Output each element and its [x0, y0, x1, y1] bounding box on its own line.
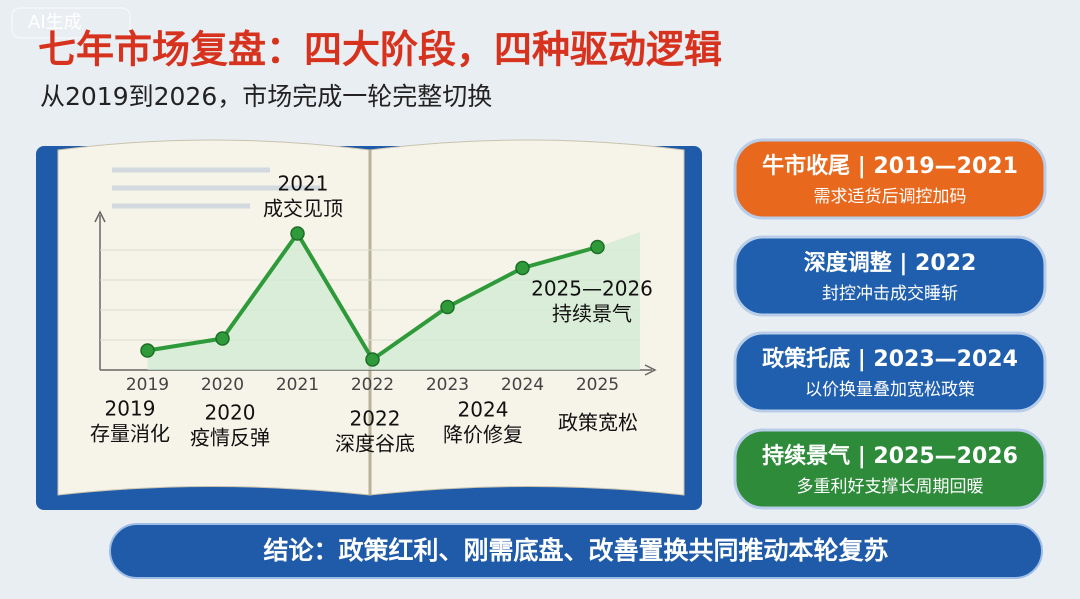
annotation: 2022 — [350, 407, 401, 431]
point — [215, 331, 230, 346]
annotation: 深度谷底 — [335, 432, 415, 456]
point — [140, 343, 155, 358]
annotation: 存量消化 — [90, 422, 170, 446]
annotation: 2024 — [458, 398, 509, 422]
phase-title: 政策托底 | 2023—2024 — [762, 346, 1018, 372]
x-tick-label: 2021 — [276, 375, 319, 395]
phase-box — [733, 331, 1047, 413]
phase-title: 牛市收尾 | 2019—2021 — [762, 153, 1018, 179]
watermark-box — [11, 7, 131, 39]
phase-title: 深度调整 | 2022 — [804, 250, 977, 276]
annotation: 降价修复 — [443, 423, 523, 447]
point — [515, 260, 530, 276]
phase-box — [733, 235, 1047, 317]
annotation: 2020 — [205, 401, 256, 425]
phase-box — [733, 428, 1047, 510]
phase-text: 以价换量叠加宽松政策 — [805, 380, 975, 400]
annotation: 政策宽松 — [558, 411, 638, 435]
y-axis-arrow — [94, 210, 106, 223]
phase-title: 持续景气 | 2025—2026 — [762, 443, 1018, 469]
x-tick-label: 2023 — [426, 375, 469, 395]
phase-text: 多重利好支撑长周期回暖 — [797, 477, 984, 497]
watermark: AI生成 — [28, 12, 82, 33]
point — [365, 352, 380, 367]
phase-box — [733, 138, 1047, 220]
subtitle: 从2019到2026，市场完成一轮完整切换 — [40, 82, 492, 111]
area — [147, 232, 640, 370]
x-tick-label: 2020 — [201, 375, 244, 395]
annotation: 2021 — [278, 172, 329, 196]
annotation: 成交见顶 — [263, 197, 343, 221]
page-decoration — [112, 167, 320, 209]
annotation: 2019 — [105, 397, 156, 421]
conclusion: 结论：政策红利、刚需底盘、改善置换共同推动本轮复苏 — [263, 536, 888, 565]
x-tick-label: 2022 — [351, 375, 394, 395]
x-tick-label: 2025 — [576, 375, 619, 395]
phase-text: 需求适货后调控加码 — [814, 187, 967, 207]
chart: 2019 2020 2021 2022 2023 2024 20252021成交见顶2025… — [90, 172, 657, 456]
x-tick-label: 2019 — [126, 375, 169, 395]
phase-text: 封控冲击成交睡斩 — [822, 284, 958, 304]
title: 七年市场复盘：四大阶段，四种驱动逻辑 — [38, 28, 722, 72]
x-tick-label: 2024 — [501, 375, 544, 395]
annotation: 持续景气 — [552, 302, 632, 326]
x-axis-arrow — [644, 364, 657, 376]
point — [590, 239, 605, 255]
point — [290, 226, 305, 241]
point — [440, 299, 455, 315]
conclusion-bar — [109, 523, 1043, 579]
annotation: 2025—2026 — [531, 277, 653, 301]
annotation: 疫情反弹 — [190, 426, 270, 450]
